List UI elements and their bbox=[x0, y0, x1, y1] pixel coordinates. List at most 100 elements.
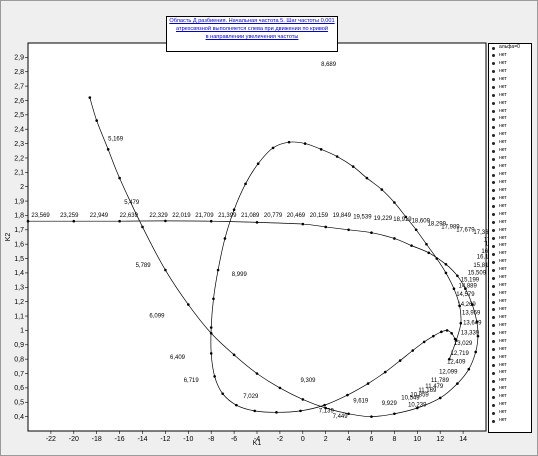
legend-label: альфа=0 bbox=[499, 44, 520, 50]
data-label: 6,099 bbox=[149, 314, 165, 320]
data-point bbox=[435, 257, 439, 260]
legend-marker-icon bbox=[492, 324, 495, 328]
data-point bbox=[393, 201, 396, 204]
legend-item: нет bbox=[489, 322, 531, 330]
legend-label: нет bbox=[499, 250, 507, 257]
data-point bbox=[335, 155, 339, 158]
legend-label: нет bbox=[499, 242, 507, 249]
data-label: 20,469 bbox=[287, 213, 306, 219]
legend-label: нет bbox=[499, 163, 507, 170]
x-tick-label: -8 bbox=[208, 436, 214, 443]
legend-label: нет bbox=[499, 59, 507, 66]
legend-item: нет bbox=[489, 187, 531, 195]
legend-marker-icon bbox=[492, 78, 495, 82]
legend-marker-icon bbox=[492, 117, 495, 121]
series-2 bbox=[209, 140, 463, 414]
data-point bbox=[88, 96, 92, 99]
y-tick-label: 2,2 bbox=[14, 155, 24, 162]
legend-item: нет bbox=[489, 314, 531, 322]
legend-marker-icon bbox=[492, 316, 495, 320]
legend-marker-icon bbox=[492, 125, 495, 129]
legend-label: нет bbox=[499, 417, 507, 424]
legend-item: нет bbox=[489, 306, 531, 314]
legend-marker-icon bbox=[492, 332, 495, 336]
data-label: 6,409 bbox=[170, 355, 186, 361]
data-point bbox=[95, 119, 98, 122]
y-tick-label: 1,4 bbox=[14, 270, 24, 277]
data-label: 20,779 bbox=[264, 213, 283, 219]
legend-label: нет bbox=[499, 305, 507, 312]
data-point bbox=[212, 297, 215, 301]
data-point bbox=[209, 352, 213, 355]
data-point bbox=[410, 244, 413, 247]
legend-marker-icon bbox=[492, 387, 495, 391]
legend-marker-icon bbox=[492, 356, 495, 360]
legend-label: нет bbox=[499, 234, 507, 241]
legend-marker-icon bbox=[492, 141, 495, 145]
y-tick-label: 1 bbox=[20, 328, 24, 335]
data-label: 7,029 bbox=[243, 394, 259, 400]
legend-label: нет bbox=[499, 131, 507, 138]
y-tick-label: 1,6 bbox=[14, 241, 24, 248]
data-point bbox=[467, 367, 471, 371]
data-point bbox=[255, 221, 259, 224]
data-point bbox=[456, 382, 459, 385]
data-point bbox=[164, 268, 167, 272]
data-point bbox=[278, 386, 282, 390]
data-point bbox=[232, 353, 236, 357]
legend-label: нет bbox=[499, 67, 507, 74]
data-point bbox=[299, 409, 302, 413]
legend-marker-icon bbox=[492, 252, 495, 256]
axes-layer: -22 -20 -18 -16 -14 -12 -10 -8 -6 -4 -2 0 2 4 6 8 10 12 14… bbox=[14, 55, 467, 443]
legend-item: нет bbox=[489, 76, 531, 84]
data-point bbox=[444, 263, 448, 266]
legend-marker-icon bbox=[492, 300, 495, 304]
legend-label: нет bbox=[499, 282, 507, 289]
data-point bbox=[474, 350, 477, 354]
legend-marker-icon bbox=[492, 395, 495, 399]
data-point bbox=[255, 372, 259, 375]
legend-item: нет bbox=[489, 290, 531, 298]
data-label: 19,229 bbox=[374, 216, 393, 222]
legend-marker-icon bbox=[492, 403, 495, 407]
data-point bbox=[275, 411, 278, 414]
data-point bbox=[440, 330, 443, 334]
legend-item: нет bbox=[489, 131, 531, 139]
data-point bbox=[347, 412, 350, 416]
data-point bbox=[26, 219, 30, 223]
data-point bbox=[346, 393, 349, 397]
legend-item: нет bbox=[489, 330, 531, 338]
y-tick-label: 2,3 bbox=[14, 141, 24, 148]
x-tick-label: 0 bbox=[301, 436, 305, 443]
data-point bbox=[118, 176, 121, 180]
data-point bbox=[323, 403, 326, 407]
data-point bbox=[432, 334, 435, 338]
data-point bbox=[209, 326, 213, 329]
x-tick-label: 2 bbox=[324, 436, 328, 443]
legend-item: нет bbox=[489, 171, 531, 179]
legend-item: нет bbox=[489, 211, 531, 219]
x-tick-label: 10 bbox=[413, 436, 421, 443]
legend-item: нет bbox=[489, 100, 531, 108]
data-label: 21,399 bbox=[218, 213, 237, 219]
legend-marker-icon bbox=[492, 70, 495, 74]
data-label: 9,929 bbox=[382, 401, 398, 407]
data-point bbox=[187, 303, 190, 306]
legend-label: нет bbox=[499, 266, 507, 273]
x-tick-label: -6 bbox=[231, 436, 237, 443]
data-label: 5,479 bbox=[124, 200, 140, 206]
legend-marker-icon bbox=[492, 237, 495, 240]
legend-marker-icon bbox=[492, 419, 495, 423]
data-point bbox=[319, 148, 323, 151]
plot-area bbox=[27, 42, 487, 432]
legend-item: нет bbox=[489, 139, 531, 147]
data-label: 21,089 bbox=[241, 213, 260, 219]
legend-marker-icon bbox=[492, 221, 495, 225]
data-point bbox=[347, 228, 350, 232]
x-tick-label: -16 bbox=[115, 436, 125, 443]
legend-label: нет bbox=[499, 178, 507, 185]
legend: альфа=0 нет нет нет нет нет нет нет нет нет нет нет… bbox=[488, 43, 532, 433]
legend-marker-icon bbox=[492, 229, 495, 233]
x-tick-label: -4 bbox=[254, 436, 260, 443]
x-tick-label: -22 bbox=[46, 436, 56, 443]
